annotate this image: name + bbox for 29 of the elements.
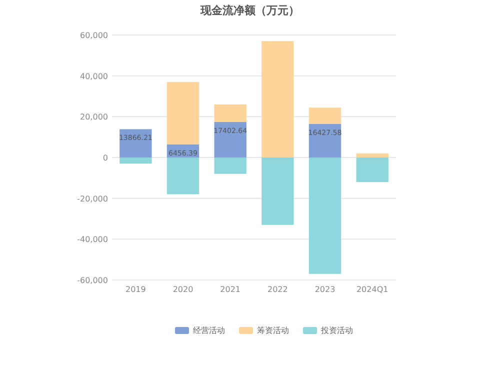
x-tick-label: 2021 bbox=[220, 285, 241, 294]
bar bbox=[308, 158, 342, 274]
chart-title: 现金流净额（万元） bbox=[200, 4, 300, 17]
bar bbox=[356, 158, 388, 182]
x-tick-label: 2024Q1 bbox=[356, 285, 388, 294]
x-tick-label: 2022 bbox=[267, 285, 288, 294]
x-tick-label: 2023 bbox=[314, 285, 336, 294]
legend-label: 投资活动 bbox=[320, 326, 353, 335]
y-tick-label: -60,000 bbox=[77, 276, 108, 285]
bar bbox=[166, 82, 200, 144]
x-tick-label: 2019 bbox=[125, 285, 146, 294]
bar bbox=[262, 41, 294, 158]
legend-label: 筹资活动 bbox=[257, 326, 289, 335]
bar bbox=[308, 108, 342, 124]
y-tick-label: -40,000 bbox=[77, 235, 108, 244]
y-tick-label: 60,000 bbox=[80, 31, 108, 40]
x-tick-label: 2020 bbox=[172, 285, 194, 294]
bar bbox=[356, 153, 388, 158]
bar bbox=[214, 104, 246, 122]
bar bbox=[214, 158, 246, 174]
legend-label: 经营活动 bbox=[193, 326, 225, 335]
bar bbox=[166, 158, 200, 194]
y-tick-label: -20,000 bbox=[77, 194, 108, 204]
bar bbox=[120, 129, 152, 158]
y-tick-label: 20,000 bbox=[80, 112, 108, 122]
y-tick-label: 0 bbox=[102, 154, 108, 162]
bar bbox=[262, 158, 294, 225]
y-tick-label: 40,000 bbox=[80, 72, 108, 81]
bar bbox=[120, 158, 152, 164]
